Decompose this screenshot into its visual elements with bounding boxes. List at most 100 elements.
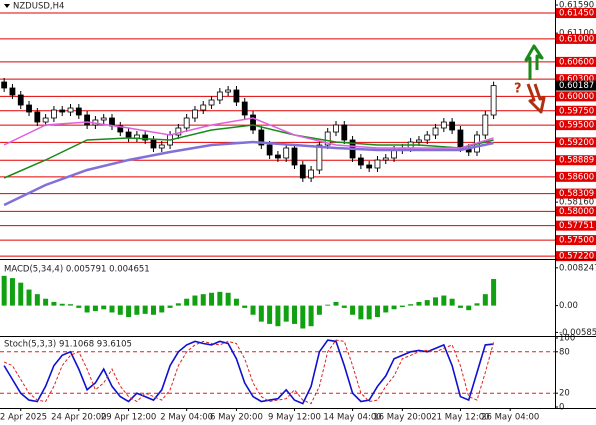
candle-body (258, 129, 265, 146)
histogram-bar (167, 305, 173, 308)
level-label: 0.57751 (559, 221, 594, 231)
histogram-bar (184, 298, 190, 306)
histogram-bar (34, 294, 40, 306)
level-label: 0.58309 (559, 189, 594, 199)
grid-layer (0, 4, 558, 411)
x-tick-label: 22 Apr 2025 (0, 413, 47, 423)
x-tick-label: 9 May 12:00 (268, 413, 321, 423)
level-label-box (556, 8, 596, 19)
level-label: 0.59500 (559, 121, 594, 131)
y-tick-label: 0.61100 (559, 29, 594, 39)
y-tick-label: 0.61590 (559, 1, 594, 11)
candle-body (357, 157, 364, 166)
level-label-box (556, 105, 596, 116)
x-tick-label: 21 May 12:00 (431, 413, 489, 423)
histogram-bar (424, 300, 430, 306)
level-label-box (556, 74, 596, 85)
y-tick-label: 0.00 (559, 301, 578, 311)
level-label-box (556, 171, 596, 182)
level-label-box (556, 120, 596, 131)
candle-body (482, 114, 489, 136)
level-label-box (556, 235, 596, 246)
level-label-box (556, 91, 596, 102)
histogram-bar (416, 301, 422, 306)
histogram-bar (76, 305, 82, 308)
histogram-bar (482, 294, 488, 306)
annotation: ? (514, 82, 522, 97)
histogram-bar (225, 292, 231, 306)
histogram-bar (126, 305, 132, 318)
histogram-bar (9, 278, 15, 306)
candle-body (59, 109, 66, 113)
histogram-bar (150, 305, 156, 315)
histogram-bar (242, 305, 248, 308)
indicator-title: Stoch(5,3,3) 91.1068 93.6105 (4, 340, 132, 350)
current-price-box (556, 80, 596, 91)
down-arrow (526, 83, 546, 114)
candle-body (382, 157, 389, 161)
histogram-bar (209, 292, 215, 306)
level-label: 0.60300 (559, 75, 594, 85)
y-tick-label: 0.58160 (559, 198, 594, 208)
histogram-bar (26, 289, 32, 306)
candle-body (17, 94, 24, 106)
oscillator-line (3, 339, 494, 405)
candle-body (117, 125, 124, 133)
histogram-bar (92, 305, 98, 312)
histogram-bar (233, 298, 239, 306)
candle-body (283, 147, 290, 159)
candle-body (183, 117, 190, 129)
x-tick-label: 24 Apr 20:00 (51, 413, 106, 423)
candle-body (424, 134, 431, 141)
candle-body (225, 89, 232, 93)
level-label: 0.58600 (559, 172, 594, 182)
histogram-bar (391, 305, 397, 310)
candle-body (150, 139, 157, 149)
candle-body (341, 124, 348, 141)
candle-body (9, 87, 16, 96)
histogram-bar (358, 305, 364, 320)
candle-body (366, 164, 373, 169)
candle-body (333, 124, 339, 133)
candle-body (457, 129, 464, 149)
histogram-bar (325, 304, 331, 306)
histogram-bar (175, 303, 181, 306)
histogram-bar (134, 305, 140, 315)
marks-layer (1, 77, 497, 405)
candle-body (440, 121, 447, 129)
candle-body (26, 104, 32, 113)
candle-body (100, 117, 107, 121)
candle-body (1, 81, 8, 89)
histogram-bar (18, 282, 24, 306)
histogram-bar (491, 279, 497, 306)
candle-body (142, 134, 149, 141)
indicator-title: MACD(5,34,4) 0.005791 0.004651 (4, 265, 150, 275)
candle-body (75, 107, 82, 116)
histogram-bar (192, 295, 198, 306)
histogram-bar (292, 305, 298, 324)
candle-body (266, 144, 273, 156)
candle-body (175, 127, 182, 136)
level-label: 0.58000 (559, 207, 594, 217)
histogram-bar (68, 304, 74, 306)
level-label-box (556, 33, 596, 44)
x-tick-label: 14 May 04:00 (323, 413, 381, 423)
candle-body (42, 117, 49, 123)
candle-body (34, 111, 41, 123)
histogram-bar (267, 305, 273, 324)
candle-body (291, 147, 298, 166)
histogram-bar (341, 305, 347, 308)
histogram-bar (408, 304, 414, 306)
x-tick-label: 6 May 20:00 (210, 413, 263, 423)
level-label-box (556, 206, 596, 217)
histogram-bar (333, 301, 339, 306)
histogram-bar (316, 305, 322, 315)
histogram-bar (350, 305, 356, 315)
x-tick-label: 29 Apr 12:00 (101, 413, 156, 423)
level-label: 0.61450 (559, 9, 594, 19)
level-label: 0.59200 (559, 138, 594, 148)
candle-body (241, 101, 248, 116)
up-arrow (524, 44, 544, 80)
